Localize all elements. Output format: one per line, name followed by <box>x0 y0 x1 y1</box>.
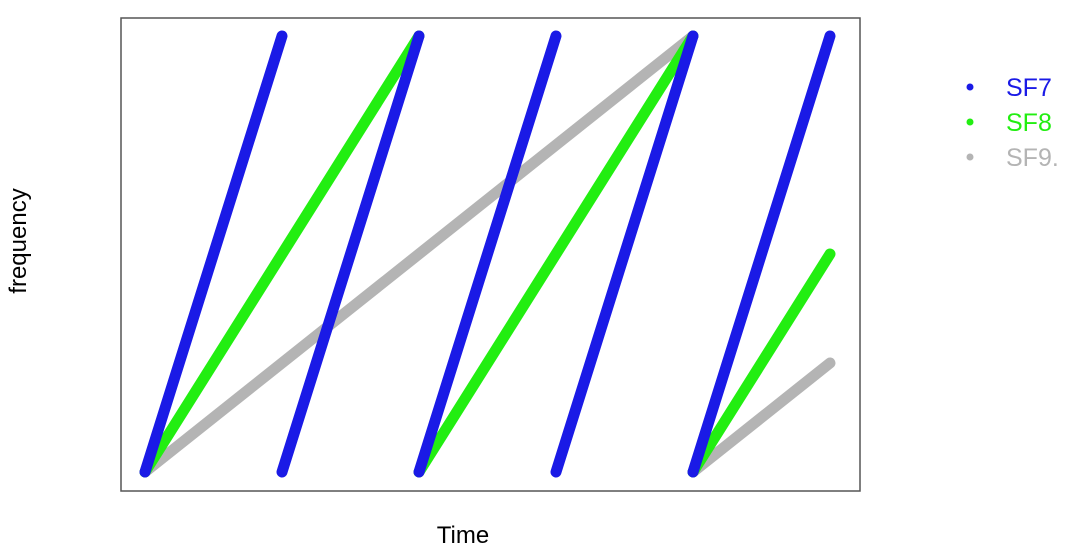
series-2-segment-0 <box>139 30 699 478</box>
legend-label-1: SF8 <box>1006 109 1052 137</box>
series-0-segment-4 <box>687 30 836 478</box>
series-1-segment-1 <box>413 30 699 478</box>
legend-label-0: SF7 <box>1006 74 1052 102</box>
series-1-segment-0 <box>139 30 425 478</box>
series-0-segment-2 <box>413 30 562 478</box>
series-0-segment-0 <box>139 30 288 478</box>
series-layer <box>139 30 836 478</box>
series-2-segment-1 <box>687 357 836 478</box>
legend-marker-1 <box>966 118 974 126</box>
legend-marker-0 <box>966 83 974 91</box>
x-axis-label: Time <box>437 522 489 549</box>
legend: SF7 SF8 SF9. <box>966 74 1059 172</box>
series-0-segment-3 <box>550 30 699 478</box>
series-1-segment-2 <box>687 248 836 478</box>
legend-label-2: SF9. <box>1006 144 1059 172</box>
y-axis-label: frequency <box>5 188 32 293</box>
series-0-segment-1 <box>276 30 425 478</box>
legend-marker-2 <box>966 153 974 161</box>
